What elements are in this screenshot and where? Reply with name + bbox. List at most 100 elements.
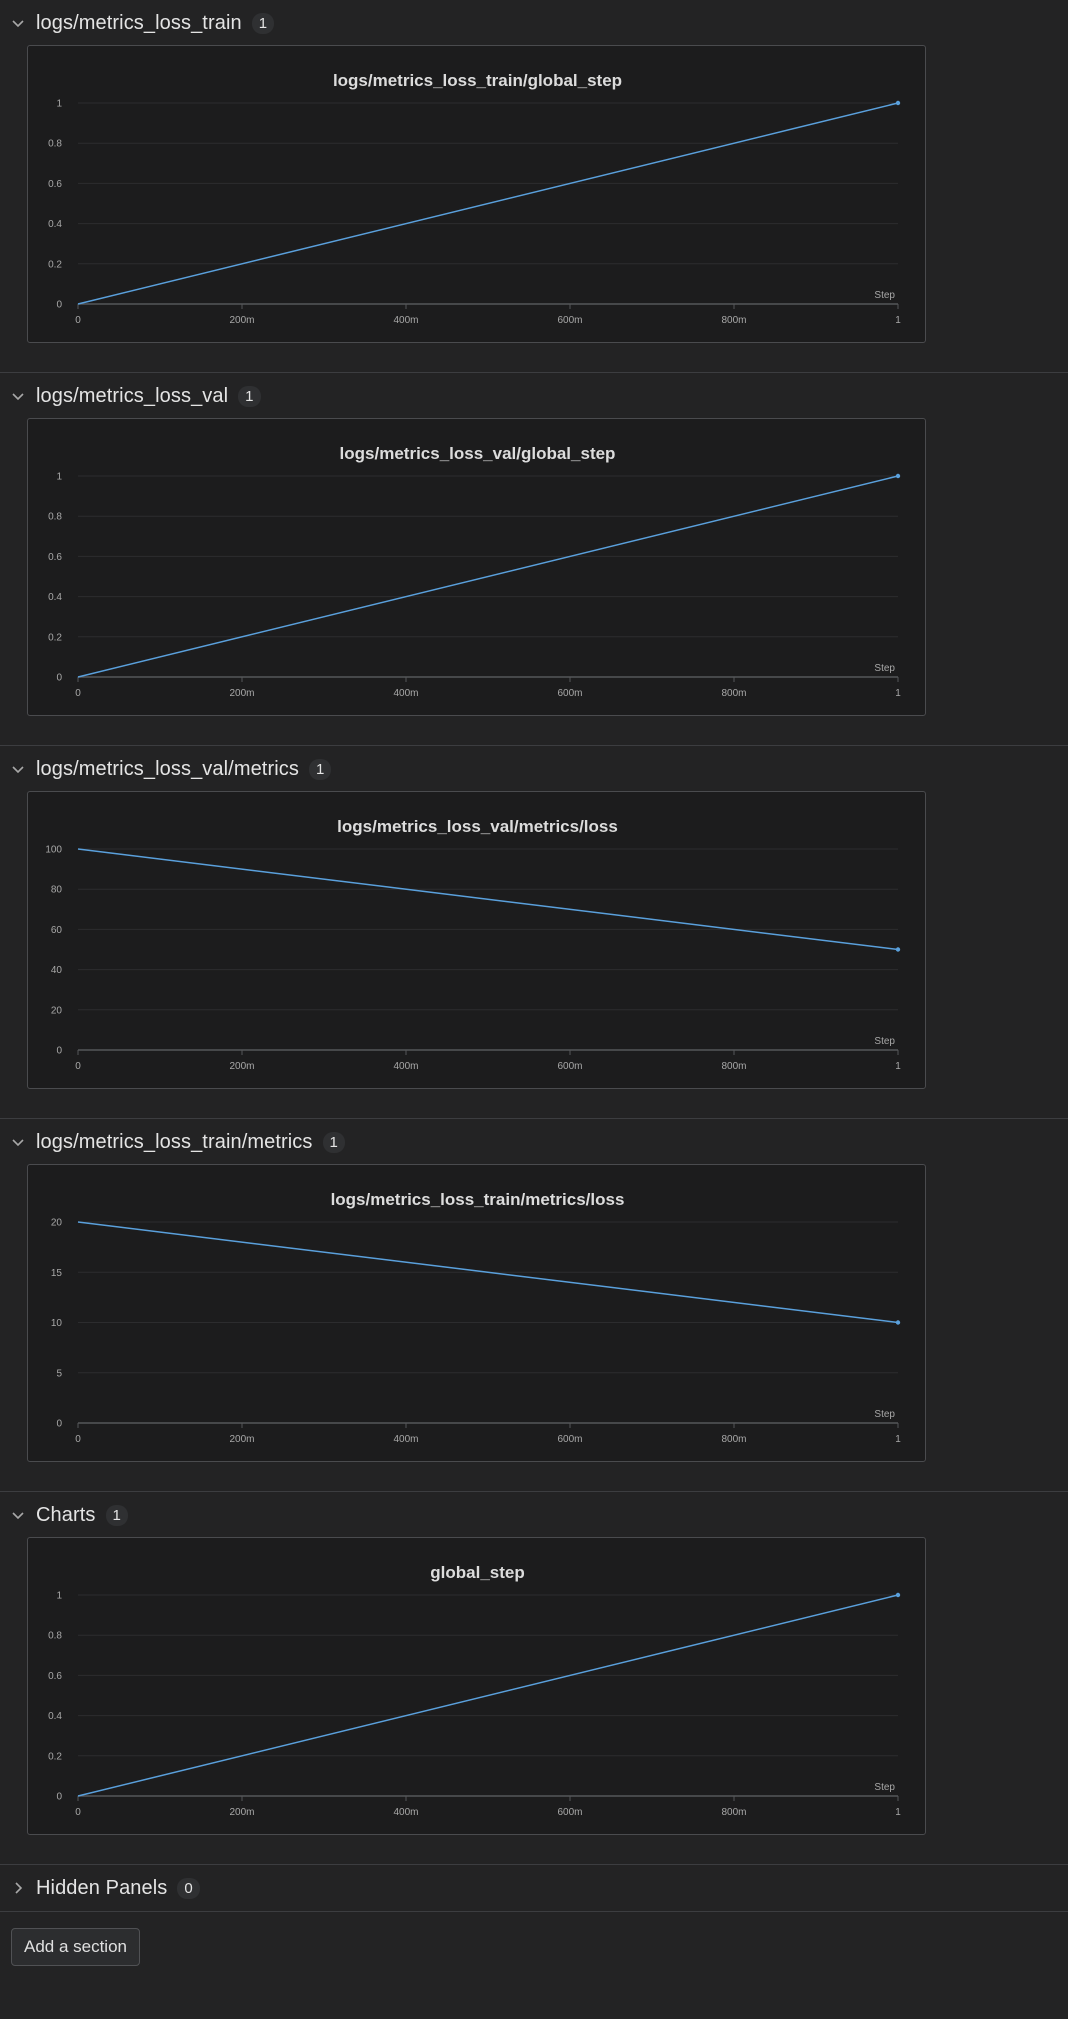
y-tick-label: 80: [51, 885, 63, 896]
y-tick-label: 0: [56, 673, 62, 684]
y-tick-label: 0.4: [48, 592, 62, 603]
chart-panel[interactable]: global_step 0 0.2 0.4 0.6 0.8 1 0 200m 400m 600m 80…: [27, 1537, 926, 1835]
x-tick-label: 0: [75, 688, 81, 699]
x-tick-label: 400m: [393, 1807, 418, 1818]
chart-title: logs/metrics_loss_val/global_step: [340, 444, 616, 463]
y-tick-label: 0.8: [48, 512, 62, 523]
x-tick-label: 400m: [393, 688, 418, 699]
line-chart: global_step 0 0.2 0.4 0.6 0.8 1 0 200m 400m 600m 80…: [48, 1563, 901, 1818]
line-chart: logs/metrics_loss_train/global_step 0 0.2 0…: [48, 71, 901, 326]
hidden-panels-header[interactable]: Hidden Panels 0: [8, 1873, 200, 1903]
hidden-panels-section: Hidden Panels 0: [0, 1865, 1068, 1912]
x-tick-label: 0: [75, 315, 81, 326]
x-tick-label: 800m: [721, 1061, 746, 1072]
chart-panel[interactable]: logs/metrics_loss_val/global_step 0 0.2 0.4…: [27, 418, 926, 716]
section-header[interactable]: logs/metrics_loss_train 1: [8, 8, 275, 38]
series-line[interactable]: [77, 102, 899, 305]
panel-section: logs/metrics_loss_train/metrics 1 logs/met…: [0, 1119, 1068, 1492]
y-tick-label: 0: [56, 1046, 62, 1057]
y-tick-label: 1: [56, 1591, 62, 1602]
y-tick-label: 0: [56, 1792, 62, 1803]
y-tick-label: 0.4: [48, 1711, 62, 1722]
data-point[interactable]: [895, 947, 901, 952]
x-axis-label: Step: [874, 1409, 895, 1420]
section-header[interactable]: logs/metrics_loss_val 1: [8, 381, 261, 411]
x-tick-label: 200m: [229, 315, 254, 326]
chevron-down-icon[interactable]: [8, 759, 28, 779]
hidden-panels-count: 0: [177, 1877, 200, 1899]
x-tick-label: 600m: [557, 1061, 582, 1072]
section-count: 1: [322, 1131, 345, 1153]
x-tick-label: 200m: [229, 1807, 254, 1818]
y-tick-label: 100: [45, 845, 62, 856]
y-tick-label: 0.6: [48, 179, 62, 190]
x-tick-label: 0: [75, 1807, 81, 1818]
line-chart: logs/metrics_loss_val/global_step 0 0.2 0.4…: [48, 444, 901, 699]
y-tick-label: 1: [56, 99, 62, 110]
section-count: 1: [105, 1504, 128, 1526]
x-tick-label: 400m: [393, 1061, 418, 1072]
x-tick-label: 800m: [721, 1807, 746, 1818]
chart-panel[interactable]: logs/metrics_loss_train/metrics/loss 0 5 10…: [27, 1164, 926, 1462]
y-tick-label: 60: [51, 925, 63, 936]
series-line[interactable]: [77, 848, 899, 951]
data-point[interactable]: [895, 473, 901, 479]
x-axis-label: Step: [874, 1036, 895, 1047]
y-tick-label: 0.6: [48, 552, 62, 563]
line-chart: logs/metrics_loss_val/metrics/loss 0 20 40 6…: [45, 817, 901, 1072]
chart-title: logs/metrics_loss_train/global_step: [333, 71, 622, 90]
x-tick-label: 1: [895, 1807, 901, 1818]
section-title: logs/metrics_loss_val: [36, 384, 229, 407]
x-tick-label: 800m: [721, 688, 746, 699]
section-title: logs/metrics_loss_train/metrics: [36, 1130, 313, 1153]
x-tick-label: 0: [75, 1434, 81, 1445]
chart-panel[interactable]: logs/metrics_loss_val/metrics/loss 0 20 40 6…: [27, 791, 926, 1089]
x-axis-label: Step: [874, 1782, 895, 1793]
section-title: Charts: [36, 1503, 96, 1526]
section-header[interactable]: logs/metrics_loss_val/metrics 1: [8, 754, 332, 784]
y-tick-label: 0.2: [48, 632, 62, 643]
series-line[interactable]: [77, 475, 899, 678]
y-tick-label: 15: [51, 1268, 63, 1279]
x-tick-label: 0: [75, 1061, 81, 1072]
data-point[interactable]: [895, 1320, 901, 1325]
section-header[interactable]: Charts 1: [8, 1500, 128, 1530]
y-tick-label: 0.4: [48, 219, 62, 230]
x-tick-label: 800m: [721, 315, 746, 326]
y-tick-label: 0: [56, 300, 62, 311]
data-point[interactable]: [895, 1592, 901, 1598]
y-tick-label: 0.2: [48, 1751, 62, 1762]
add-section-button[interactable]: Add a section: [11, 1928, 140, 1966]
y-tick-label: 0: [56, 1419, 62, 1430]
x-tick-label: 1: [895, 315, 901, 326]
chevron-right-icon[interactable]: [8, 1878, 28, 1898]
x-tick-label: 600m: [557, 1434, 582, 1445]
y-tick-label: 20: [51, 1218, 63, 1229]
section-header[interactable]: logs/metrics_loss_train/metrics 1: [8, 1127, 345, 1157]
section-count: 1: [308, 758, 332, 780]
chart-title: logs/metrics_loss_val/metrics/loss: [337, 817, 618, 836]
panel-section: logs/metrics_loss_val/metrics 1 logs/metri…: [0, 746, 1068, 1119]
y-tick-label: 10: [51, 1318, 63, 1329]
series-line[interactable]: [77, 1594, 899, 1797]
y-tick-label: 20: [51, 1005, 63, 1016]
chart-title: global_step: [430, 1563, 524, 1582]
line-chart: logs/metrics_loss_train/metrics/loss0510…: [51, 1190, 901, 1445]
x-tick-label: 200m: [229, 688, 254, 699]
y-tick-label: 40: [51, 965, 63, 976]
chevron-down-icon[interactable]: [8, 1132, 28, 1152]
panel-section: logs/metrics_loss_val 1 logs/metrics_loss_…: [0, 373, 1068, 746]
chart-panel[interactable]: logs/metrics_loss_train/global_step 0 0.2 0…: [27, 45, 926, 343]
series-line[interactable]: [77, 1221, 899, 1324]
x-tick-label: 600m: [557, 315, 582, 326]
chart-title: logs/metrics_loss_train/metrics/loss: [331, 1190, 625, 1209]
y-tick-label: 0.2: [48, 259, 62, 270]
data-point[interactable]: [895, 100, 901, 106]
panel-section: Charts 1 global_step 0 0.2 0.4 0.6 0.8 1 0 200m 400…: [0, 1492, 1068, 1865]
chevron-down-icon[interactable]: [8, 1505, 28, 1525]
x-tick-label: 800m: [721, 1434, 746, 1445]
chevron-down-icon[interactable]: [8, 13, 28, 33]
section-title: logs/metrics_loss_val/metrics: [36, 757, 299, 780]
chevron-down-icon[interactable]: [8, 386, 28, 406]
y-tick-label: 0.8: [48, 139, 62, 150]
